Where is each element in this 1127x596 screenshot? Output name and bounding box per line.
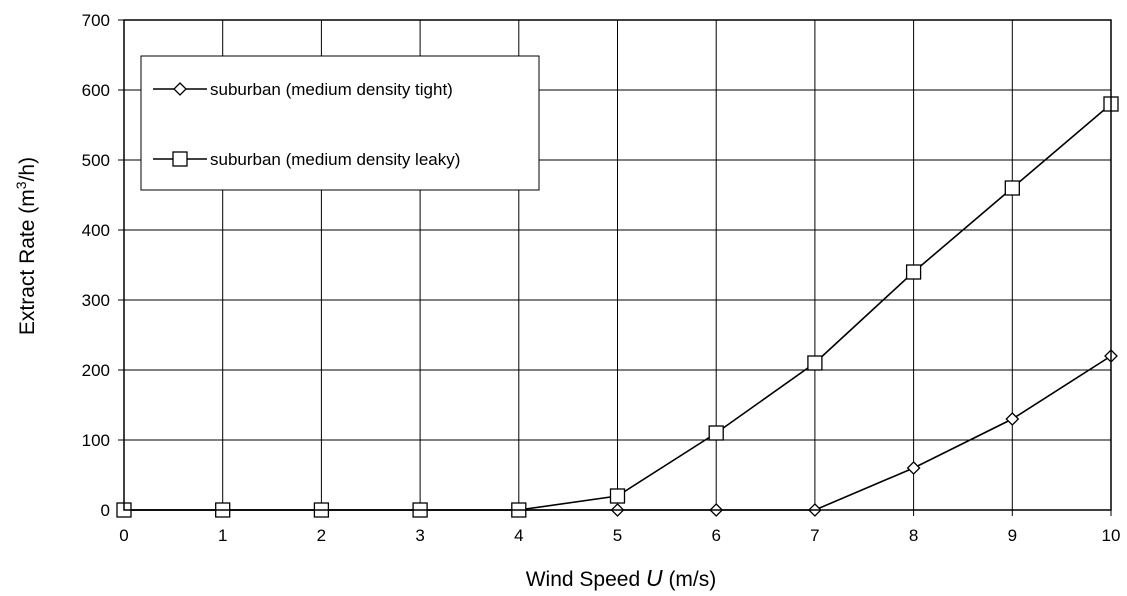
legend-label-tight: suburban (medium density tight) [210,80,453,99]
data-point-diamond [906,461,921,475]
legend-item-leaky: suburban (medium density leaky) [153,150,460,169]
x-tick-label: 10 [1102,526,1121,545]
y-tick-label: 0 [101,501,110,520]
x-tick-label: 3 [415,526,424,545]
y-tick-label: 100 [82,431,110,450]
y-tick-labels: 0 100 200 300 400 500 600 700 [82,11,110,520]
x-tick-labels: 0 1 2 3 4 5 6 7 8 9 10 [119,526,1120,545]
data-point-square [807,355,823,371]
legend-marker-diamond-icon [173,82,187,96]
x-tick-label: 9 [1008,526,1017,545]
data-point-square [708,425,724,441]
y-tick-label: 400 [82,221,110,240]
y-tick-label: 500 [82,151,110,170]
legend: suburban (medium density tight) suburban… [140,55,540,191]
x-tick-label: 4 [514,526,523,545]
plot-area-frame [123,19,1112,511]
legend-box [140,55,540,191]
x-tick-label: 5 [613,526,622,545]
x-tick-label: 0 [119,526,128,545]
legend-marker-square-icon [172,151,188,167]
data-point-diamond [1005,412,1020,426]
x-tick-label: 2 [317,526,326,545]
x-axis-label: Wind Speed U (m/s) [526,565,717,591]
data-point-square [905,264,922,280]
y-tick-label: 200 [82,361,110,380]
data-point-square [609,488,626,504]
x-tick-label: 7 [810,526,819,545]
y-tick-label: 300 [82,291,110,310]
x-tick-label: 6 [711,526,720,545]
x-tick-label: 1 [218,526,227,545]
y-tick-label: 600 [82,81,110,100]
legend-label-leaky: suburban (medium density leaky) [210,150,460,169]
data-point-square [1004,180,1020,196]
y-tick-label: 700 [82,11,110,30]
x-tick-label: 8 [909,526,918,545]
y-axis-label: Extract Rate (m3/h) [13,157,39,335]
legend-item-tight: suburban (medium density tight) [153,80,453,99]
